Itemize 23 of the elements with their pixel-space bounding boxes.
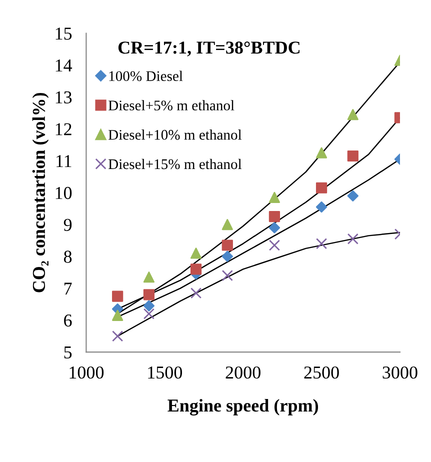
y-tick-label: 11 — [56, 155, 72, 168]
chart-title: CR=17:1, IT=38°BTDC — [118, 42, 300, 56]
y-axis-title: CO₂ concentartion (vol%) — [32, 92, 49, 292]
y-tick-label: 9 — [64, 218, 72, 231]
x-axis-title: Engine speed (rpm) — [168, 398, 318, 416]
y-tick-label: 15 — [56, 28, 72, 40]
y-tick-label: 8 — [64, 250, 72, 263]
y-tick-label: 5 — [64, 346, 72, 358]
x-tick-label: 1000 — [70, 366, 104, 379]
legend-label: Diesel+5% m ethanol — [108, 100, 234, 110]
x-tick-label: 2500 — [304, 366, 339, 379]
x-tick-label: 3000 — [382, 366, 418, 379]
x-tick-label: 1500 — [148, 366, 182, 379]
y-tick-label: 14 — [56, 59, 72, 72]
y-tick-label: 7 — [64, 282, 72, 295]
y-tick-label: 6 — [64, 314, 72, 327]
y-tick-label: 13 — [56, 91, 72, 104]
x-tick-label: 2000 — [226, 366, 260, 379]
legend-label: 100% Diesel — [109, 70, 183, 82]
legend-label: Diesel+15% m ethanol — [108, 158, 242, 170]
y-tick-label: 12 — [56, 123, 72, 136]
y-tick-label: 10 — [56, 186, 72, 200]
legend-label: Diesel+10% m ethanol — [108, 130, 242, 140]
